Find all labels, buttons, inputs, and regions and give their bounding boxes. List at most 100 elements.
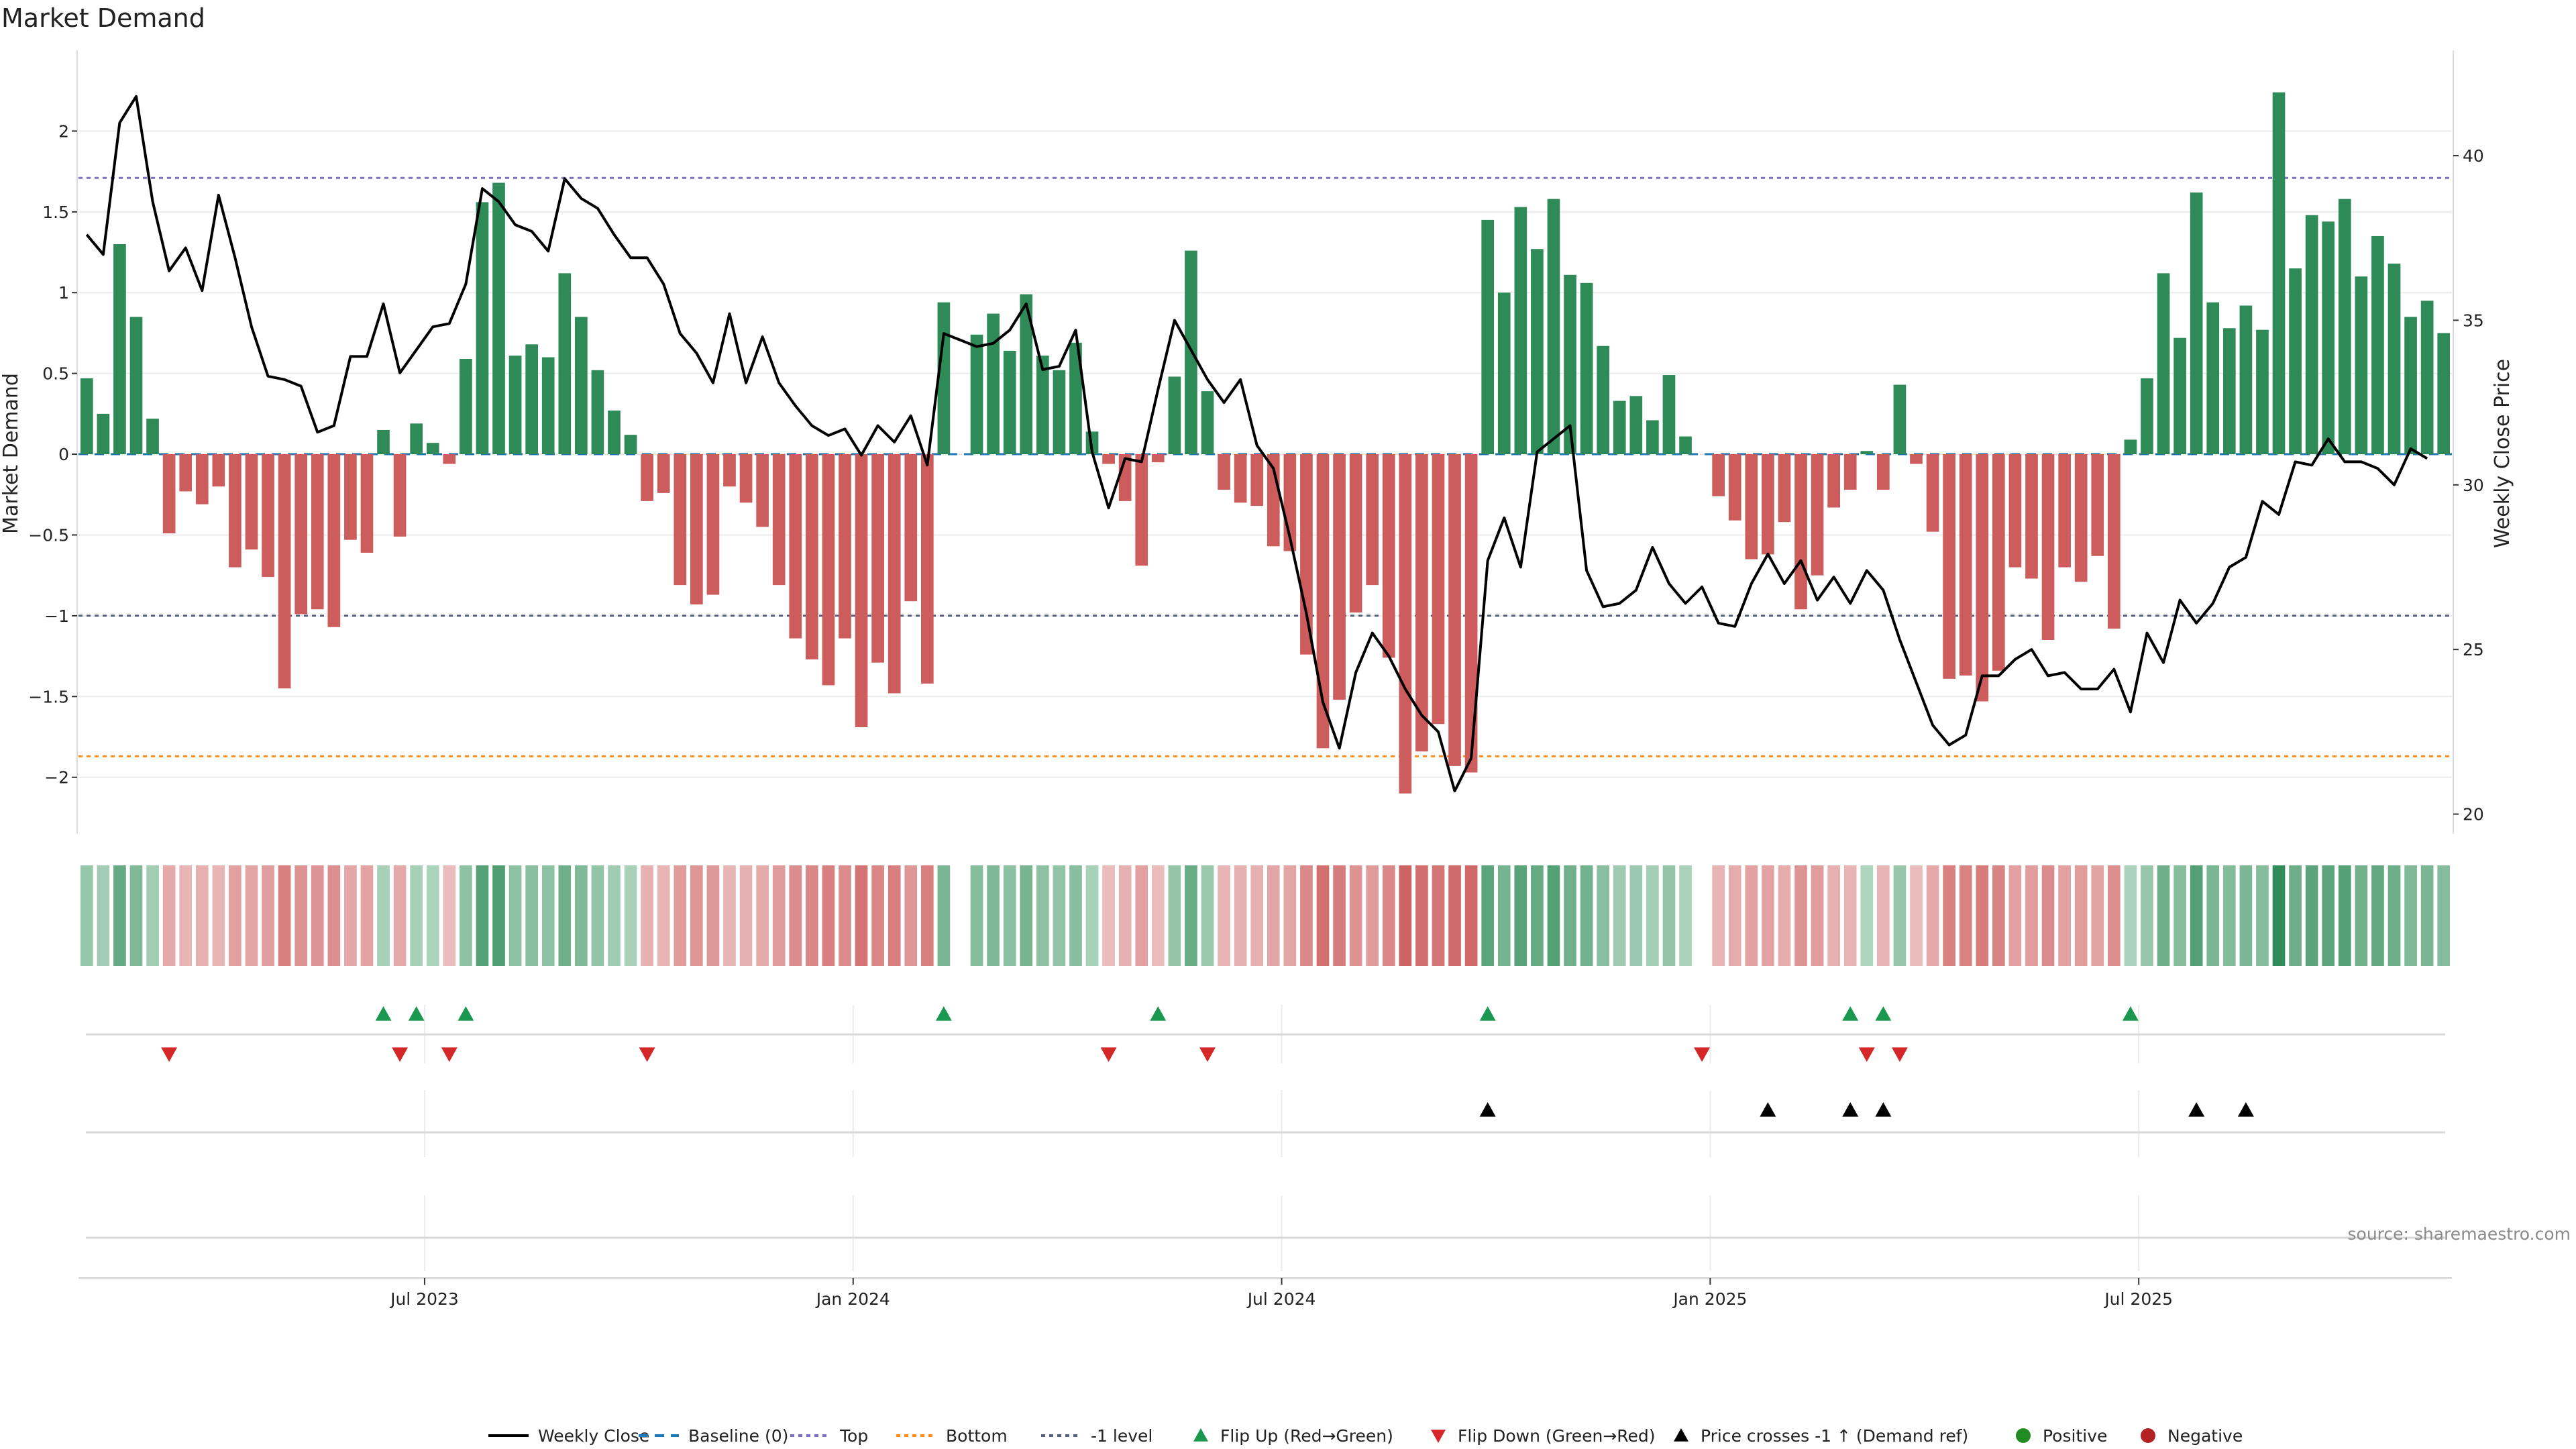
heat-cell: [806, 865, 818, 966]
heat-cell: [80, 865, 93, 966]
heat-cell: [1102, 865, 1115, 966]
demand-bar: [558, 273, 572, 455]
demand-bar: [888, 454, 901, 694]
heat-cell: [2256, 865, 2269, 966]
demand-bar: [1415, 454, 1428, 752]
heat-cell: [179, 865, 193, 966]
demand-bar: [1646, 420, 1659, 455]
heat-cell: [2091, 865, 2104, 966]
heat-cell: [2404, 865, 2417, 966]
legend-swatch: [1193, 1428, 1208, 1442]
demand-bar: [2174, 337, 2186, 455]
demand-bar: [1712, 454, 1725, 496]
heat-cell: [624, 865, 637, 966]
heat-cell: [377, 865, 390, 966]
x-tick-label: Jul 2024: [1246, 1289, 1316, 1309]
y-axis-label: Market Demand: [0, 373, 23, 534]
reference-lines: [78, 176, 2452, 757]
legend-item: -1 level: [1041, 1426, 1152, 1446]
heat-cell: [1020, 865, 1033, 966]
flip-up-marker: [935, 1006, 952, 1021]
demand-bar: [2141, 378, 2153, 455]
demand-bar: [460, 358, 472, 455]
price-cross-marker: [2237, 1102, 2254, 1117]
heat-cell: [1893, 865, 1907, 966]
heat-cell: [426, 865, 439, 966]
demand-bar: [2289, 268, 2302, 455]
demand-bar: [1069, 342, 1082, 455]
flip-up-marker: [1150, 1006, 1167, 1021]
heat-cell: [855, 865, 868, 966]
demand-bar: [970, 334, 983, 455]
x-axis: Jul 2023 Jan 2024 Jul 2024 Jan 2025 Jul 2025: [78, 1277, 2452, 1309]
legend-swatch: [1431, 1430, 1446, 1443]
demand-bar: [2025, 454, 2038, 579]
heat-cell: [1778, 865, 1791, 966]
demand-bar: [1926, 454, 1939, 532]
heat-cell: [2025, 865, 2038, 966]
heat-cell: [393, 865, 407, 966]
demand-bar: [2305, 215, 2318, 455]
flip-up-marker: [375, 1006, 392, 1021]
heat-cell: [1811, 865, 1824, 966]
heat-cell: [1085, 865, 1099, 966]
heat-cell: [920, 865, 934, 966]
demand-bar: [2355, 276, 2368, 455]
heat-cell: [2206, 865, 2220, 966]
demand-bar: [723, 454, 736, 487]
demand-bar: [294, 454, 308, 614]
demand-bar: [2322, 221, 2335, 455]
demand-bar: [1349, 454, 1362, 613]
legend: Weekly Close Baseline (0) Top Bottom -1 leve…: [488, 1426, 2243, 1446]
heat-cell: [1415, 865, 1428, 966]
heat-cell: [492, 865, 505, 966]
source-note: source: sharemaestro.com: [2348, 1224, 2571, 1244]
heat-cell: [822, 865, 835, 966]
demand-bar: [2091, 454, 2104, 556]
demand-bar: [987, 313, 1000, 455]
demand-bar: [1745, 454, 1758, 559]
y-tick-label: −1.5: [28, 687, 69, 706]
flip-up-marker: [1842, 1006, 1859, 1021]
heat-cell: [508, 865, 522, 966]
heat-cell: [162, 865, 176, 966]
flip-up-marker: [2122, 1006, 2139, 1021]
heat-cell: [871, 865, 884, 966]
legend-label: Positive: [2043, 1426, 2107, 1446]
legend-item: Positive: [2016, 1426, 2107, 1446]
heat-cell: [2141, 865, 2153, 966]
heat-cell: [937, 865, 951, 966]
demand-bar: [2387, 263, 2401, 455]
heat-cell: [2371, 865, 2384, 966]
price-cross-marker: [2188, 1102, 2205, 1117]
legend-label: Baseline (0): [688, 1426, 788, 1446]
demand-bar: [229, 454, 241, 568]
x-tick-label: Jul 2023: [389, 1289, 459, 1309]
demand-bar: [1564, 274, 1576, 455]
heat-cell: [1185, 865, 1197, 966]
heat-cell: [1036, 865, 1049, 966]
demand-bar: [2206, 302, 2220, 455]
demand-bar: [1168, 376, 1181, 455]
demand-bar: [1547, 199, 1560, 455]
heat-cell: [1399, 865, 1412, 966]
heat-cell: [2437, 865, 2451, 966]
legend-item: Baseline (0): [639, 1426, 788, 1446]
demand-bar: [575, 317, 588, 455]
heat-cell: [1564, 865, 1576, 966]
flip-markers: [161, 1006, 2139, 1062]
heat-cell: [2074, 865, 2088, 966]
heat-cell: [2058, 865, 2071, 966]
heat-cell: [2338, 865, 2351, 966]
heat-cell: [1745, 865, 1758, 966]
demand-bar: [311, 454, 324, 610]
heat-cell: [608, 865, 621, 966]
heat-cell: [245, 865, 258, 966]
heat-cell: [1382, 865, 1395, 966]
demand-bar: [641, 454, 653, 501]
demand-bar: [756, 454, 769, 527]
demand-bar: [1053, 370, 1066, 455]
heat-cell: [1794, 865, 1807, 966]
heat-cell: [723, 865, 736, 966]
y-tick-label: 2: [58, 121, 69, 141]
